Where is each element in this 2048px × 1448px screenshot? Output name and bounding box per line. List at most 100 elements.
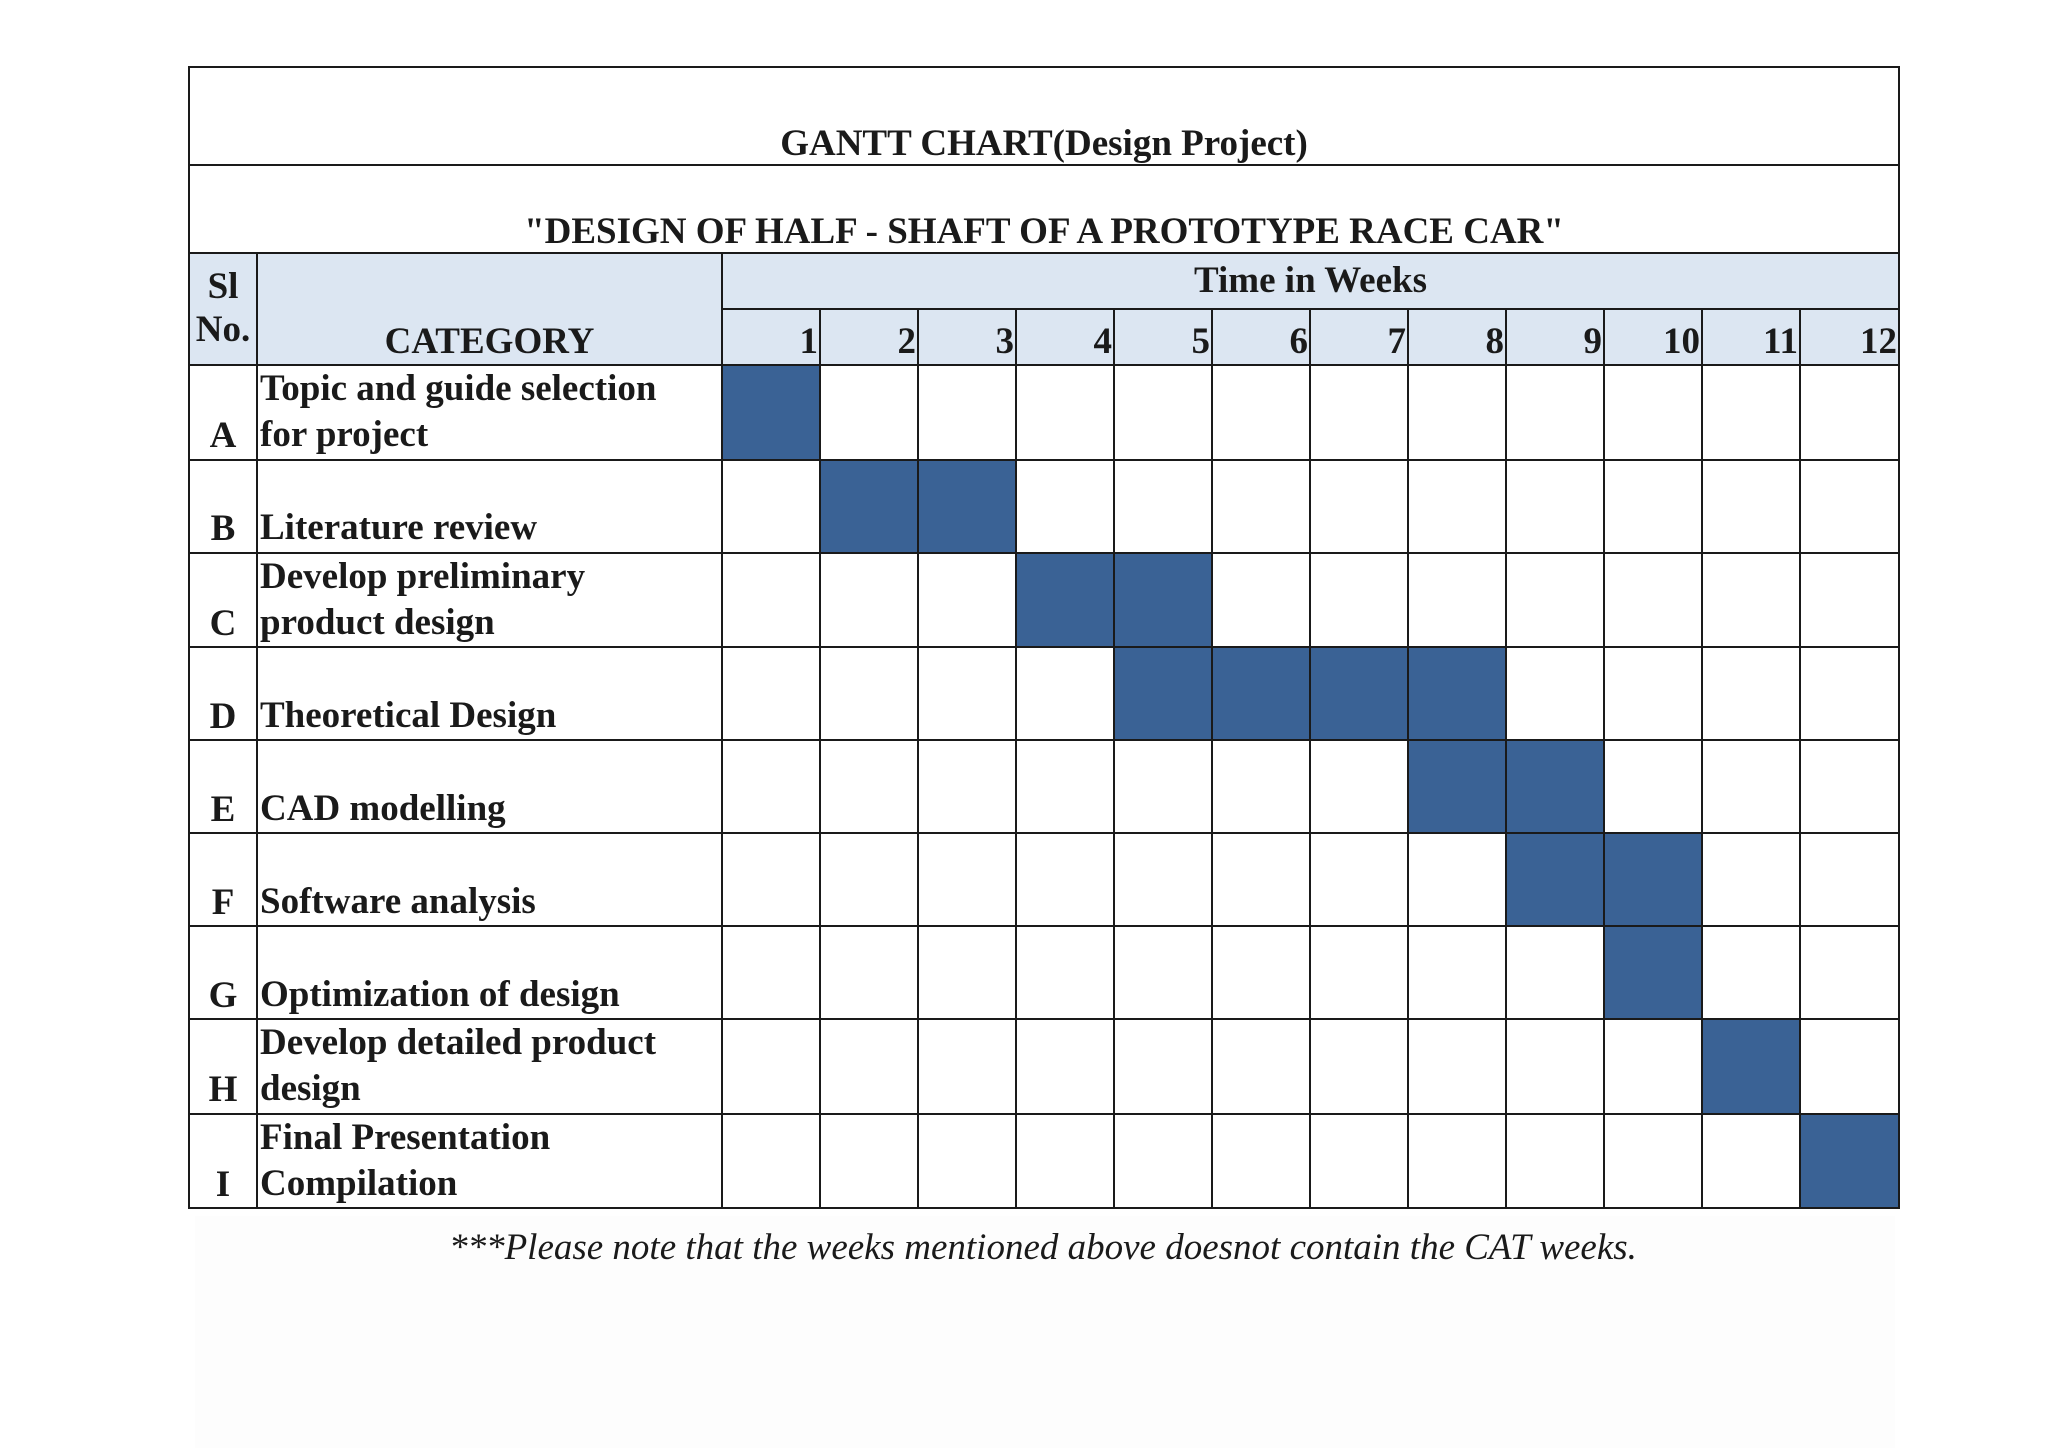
gantt-empty-cell	[1407, 1112, 1507, 1209]
gantt-empty-cell	[1113, 1112, 1213, 1209]
gantt-empty-cell	[721, 551, 821, 648]
gantt-empty-cell	[1407, 458, 1507, 554]
gantt-bar-cell	[1505, 832, 1605, 927]
task-sl-no: F	[188, 832, 258, 927]
gantt-bar-cell	[1113, 646, 1213, 741]
gantt-empty-cell	[1113, 925, 1213, 1020]
gantt-empty-cell	[1505, 646, 1605, 741]
gantt-empty-cell	[1309, 925, 1409, 1020]
gantt-empty-cell	[1113, 364, 1213, 461]
gantt-empty-cell	[819, 646, 919, 741]
gantt-empty-cell	[1309, 1112, 1409, 1209]
task-row-a: A Topic and guide selection for project	[188, 364, 1901, 461]
gantt-empty-cell	[1603, 646, 1703, 741]
gantt-bar-cell	[1113, 551, 1213, 648]
gantt-empty-cell	[1015, 458, 1115, 554]
gantt-empty-cell	[1798, 458, 1901, 554]
gantt-bar-cell	[1505, 739, 1605, 834]
gantt-empty-cell	[1505, 551, 1605, 648]
gantt-empty-cell	[1211, 739, 1311, 834]
gantt-empty-cell	[1701, 646, 1801, 741]
header-time-in-weeks: Time in Weeks	[720, 252, 1901, 310]
gantt-bar-cell	[1798, 1112, 1901, 1209]
gantt-empty-cell	[1211, 551, 1311, 648]
gantt-empty-cell	[1798, 646, 1901, 741]
gantt-empty-cell	[1603, 1112, 1703, 1209]
task-category: Final Presentation Compilation	[256, 1112, 723, 1209]
gantt-empty-cell	[1505, 1112, 1605, 1209]
week-label-2: 2	[819, 308, 919, 366]
task-row-f: F Software analysis	[188, 832, 1901, 927]
task-sl-no: C	[188, 551, 258, 648]
gantt-empty-cell	[1015, 646, 1115, 741]
task-category-line: Final Presentation	[260, 1116, 551, 1158]
gantt-empty-cell	[1701, 925, 1801, 1020]
gantt-empty-cell	[1211, 458, 1311, 554]
week-label-10: 10	[1603, 308, 1703, 366]
task-row-h: H Develop detailed product design	[188, 1018, 1901, 1115]
week-label-6: 6	[1211, 308, 1311, 366]
task-category-line: Develop preliminary	[260, 555, 586, 597]
gantt-empty-cell	[1701, 551, 1801, 648]
gantt-empty-cell	[1798, 364, 1901, 461]
task-row-d: D Theoretical Design	[188, 646, 1901, 741]
week-label-4: 4	[1015, 308, 1115, 366]
gantt-table: GANTT CHART(Design Project) "DESIGN OF H…	[187, 66, 1901, 1209]
task-sl-no: E	[188, 739, 258, 834]
gantt-empty-cell	[1505, 458, 1605, 554]
gantt-empty-cell	[1211, 1018, 1311, 1115]
gantt-empty-cell	[1505, 1018, 1605, 1115]
gantt-empty-cell	[1309, 458, 1409, 554]
gantt-bar-cell	[819, 458, 919, 554]
gantt-empty-cell	[1603, 364, 1703, 461]
gantt-empty-cell	[721, 1112, 821, 1209]
gantt-empty-cell	[1407, 364, 1507, 461]
task-category-line: Literature review	[260, 507, 538, 549]
task-row-b: B Literature review	[188, 458, 1901, 554]
title-row: GANTT CHART(Design Project)	[187, 66, 1901, 166]
header-sl-no: Sl No.	[188, 252, 258, 366]
gantt-empty-cell	[1015, 739, 1115, 834]
gantt-empty-cell	[1701, 364, 1801, 461]
task-category-line: design	[260, 1068, 361, 1110]
gantt-empty-cell	[1603, 551, 1703, 648]
task-category: Literature review	[256, 458, 723, 554]
gantt-empty-cell	[721, 458, 821, 554]
week-label-3: 3	[917, 308, 1017, 366]
gantt-empty-cell	[721, 925, 821, 1020]
week-label-5: 5	[1113, 308, 1213, 366]
gantt-empty-cell	[1015, 832, 1115, 927]
task-sl-no: G	[188, 925, 258, 1020]
task-category: Software analysis	[256, 832, 723, 927]
task-category-line: Theoretical Design	[260, 694, 557, 736]
gantt-empty-cell	[819, 1018, 919, 1115]
gantt-bar-cell	[917, 458, 1017, 554]
gantt-empty-cell	[1798, 832, 1901, 927]
week-label-1: 1	[721, 308, 821, 366]
task-row-i: I Final Presentation Compilation	[188, 1112, 1901, 1209]
task-category-line: Optimization of design	[260, 973, 620, 1015]
gantt-bar-cell	[1211, 646, 1311, 741]
task-category: Topic and guide selection for project	[256, 364, 723, 461]
week-label-12: 12	[1798, 308, 1901, 366]
subtitle-row: "DESIGN OF HALF - SHAFT OF A PROTOTYPE R…	[187, 164, 1901, 254]
chart-title: GANTT CHART(Design Project)	[187, 66, 1901, 166]
task-category-line: Topic and guide selection	[260, 368, 657, 409]
task-sl-no: I	[188, 1112, 258, 1209]
gantt-empty-cell	[819, 364, 919, 461]
task-category: Develop preliminary product design	[256, 551, 723, 648]
gantt-empty-cell	[1113, 458, 1213, 554]
header-row-weeks: 1 2 3 4 5 6 7 8 9 10 11 12	[189, 308, 1901, 366]
gantt-empty-cell	[917, 1112, 1017, 1209]
header-row-time: Sl No. CATEGORY Time in Weeks	[188, 252, 1901, 366]
task-sl-no: H	[188, 1018, 258, 1115]
gantt-empty-cell	[1015, 1018, 1115, 1115]
gantt-empty-cell	[1798, 925, 1901, 1020]
task-category-line: Develop detailed product	[260, 1022, 657, 1063]
footnote: ***Please note that the weeks mentioned …	[449, 1227, 1637, 1268]
gantt-bar-cell	[1603, 925, 1703, 1020]
gantt-empty-cell	[1113, 832, 1213, 927]
gantt-empty-cell	[1701, 1112, 1801, 1209]
gantt-empty-cell	[1798, 1018, 1901, 1115]
gantt-empty-cell	[819, 739, 919, 834]
